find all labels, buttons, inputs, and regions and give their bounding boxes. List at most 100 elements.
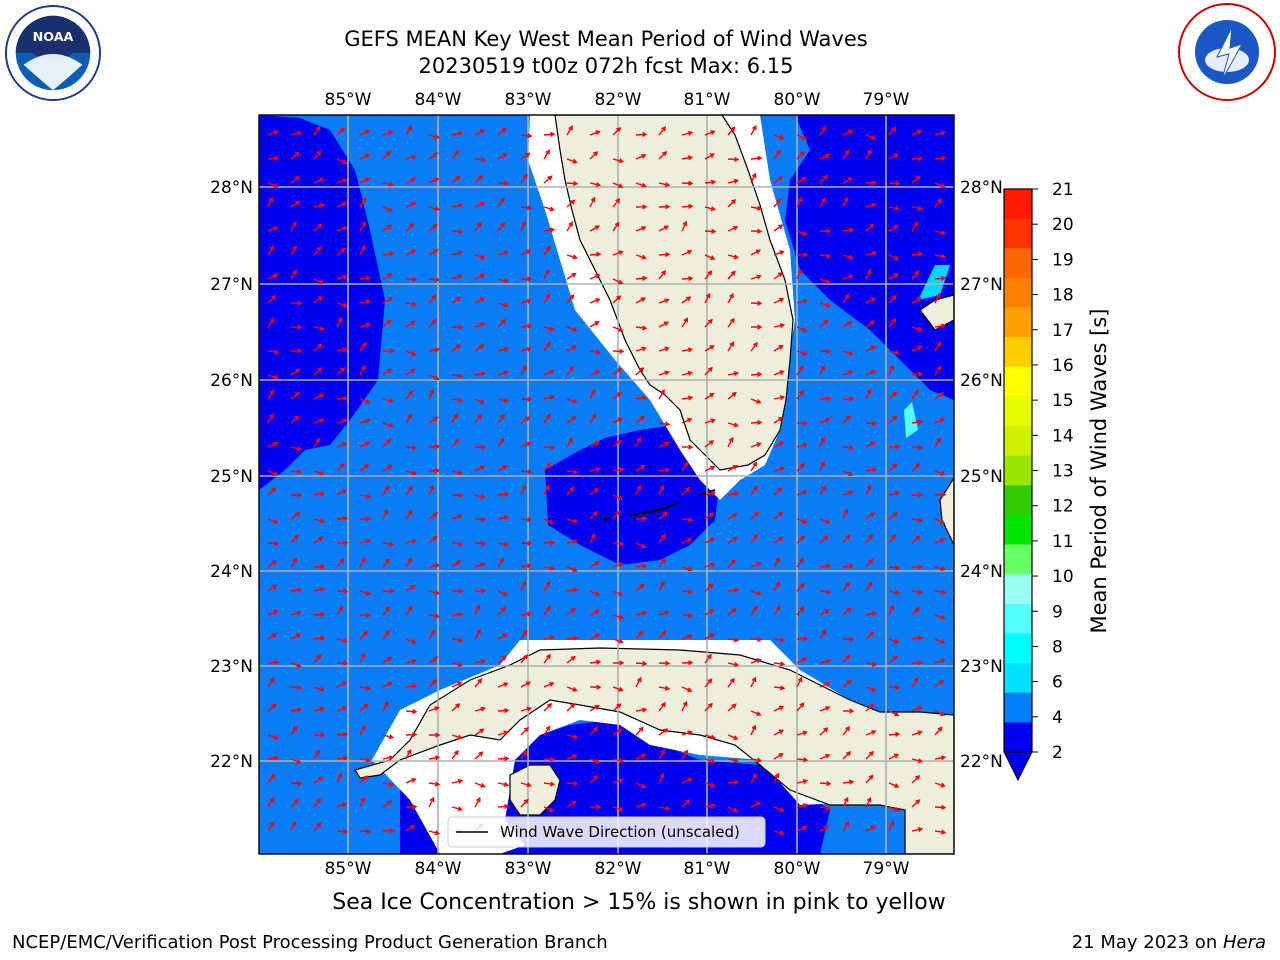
wind-wave-arrow xyxy=(750,228,763,234)
wind-wave-arrow xyxy=(796,230,808,236)
wind-wave-arrow xyxy=(589,370,601,376)
wind-wave-arrow xyxy=(290,587,303,593)
wind-wave-arrow xyxy=(267,660,280,666)
wind-wave-arrow xyxy=(750,371,763,377)
wind-wave-arrow xyxy=(658,346,670,352)
wind-wave-arrow xyxy=(865,467,878,473)
wind-wave-arrow xyxy=(704,206,717,212)
wind-wave-arrow xyxy=(336,731,349,737)
wind-wave-arrow xyxy=(727,436,734,448)
wind-wave-arrow xyxy=(888,490,901,496)
wind-wave-arrow xyxy=(773,345,784,352)
wind-wave-arrow xyxy=(451,373,464,379)
lon-tick: 81°W xyxy=(684,90,731,110)
wind-wave-arrow xyxy=(658,728,669,736)
wind-wave-arrow xyxy=(796,826,808,832)
wind-wave-arrow xyxy=(566,587,579,593)
wind-wave-arrow xyxy=(888,415,898,424)
colorbar-tick-label: 19 xyxy=(1052,250,1074,270)
colorbar-segment xyxy=(1004,426,1032,457)
wind-wave-arrow xyxy=(888,753,900,760)
wind-wave-arrow xyxy=(428,388,435,400)
wind-wave-arrow xyxy=(405,509,413,520)
wind-wave-arrow xyxy=(681,486,691,496)
colorbar-segment xyxy=(1004,603,1032,634)
wind-wave-arrow xyxy=(405,748,412,760)
wind-wave-arrow xyxy=(727,677,735,688)
wind-wave-arrow xyxy=(543,725,551,736)
wind-wave-arrow xyxy=(750,773,757,784)
wind-wave-arrow xyxy=(750,658,762,664)
wind-wave-arrow xyxy=(934,341,942,352)
wind-wave-arrow xyxy=(820,228,832,234)
wind-wave-arrow xyxy=(819,781,832,787)
wind-wave-arrow xyxy=(681,749,689,760)
wind-wave-arrow xyxy=(313,518,326,524)
wind-wave-arrow xyxy=(543,394,556,400)
wind-wave-arrow xyxy=(750,419,763,425)
wind-wave-arrow xyxy=(566,486,575,496)
wind-wave-arrow xyxy=(359,775,369,784)
wind-wave-arrow xyxy=(405,804,418,810)
colorbar-tick-label: 11 xyxy=(1052,532,1074,552)
wind-wave-arrow xyxy=(612,660,625,666)
colorbar-segment xyxy=(1004,277,1032,309)
wind-wave-arrow xyxy=(635,726,644,736)
wind-wave-arrow xyxy=(474,678,483,688)
wind-wave-arrow xyxy=(658,660,671,666)
wind-wave-arrow xyxy=(336,418,349,424)
wind-wave-arrow xyxy=(865,533,873,544)
wind-wave-arrow xyxy=(750,724,757,736)
wind-wave-arrow xyxy=(336,660,349,666)
wind-wave-arrow xyxy=(750,274,762,280)
wind-wave-arrow xyxy=(727,422,739,428)
wind-wave-arrow xyxy=(474,516,487,522)
wind-wave-arrow xyxy=(819,727,829,736)
colorbar-extend-arrow xyxy=(1003,751,1033,782)
wind-wave-arrow xyxy=(566,158,578,164)
wind-wave-arrow xyxy=(451,438,460,448)
wind-wave-arrow xyxy=(681,613,694,619)
wind-wave-arrow xyxy=(865,558,874,568)
wind-wave-arrow xyxy=(750,124,757,136)
wind-wave-arrow xyxy=(934,658,946,664)
wind-wave-arrow xyxy=(888,731,901,737)
lon-tick: 79°W xyxy=(863,859,910,879)
wind-wave-arrow xyxy=(819,824,830,832)
wind-wave-arrow xyxy=(727,779,740,785)
wind-wave-arrow xyxy=(290,220,297,232)
wind-wave-arrow xyxy=(635,630,644,640)
wind-wave-arrow xyxy=(635,484,642,496)
wind-wave-arrow xyxy=(267,349,280,355)
wind-wave-arrow xyxy=(520,798,529,808)
colorbar-segment xyxy=(1004,692,1032,723)
wind-wave-arrow xyxy=(796,196,803,208)
colorbar-segment xyxy=(1004,722,1032,753)
wind-wave-arrow xyxy=(750,442,762,448)
colorbar-tick-label: 16 xyxy=(1052,356,1074,376)
colorbar: 21 20 19 18 17 16 15 14 13 12 11 10 9 8 6 4 2 Mean Perio… xyxy=(1003,180,1111,782)
wind-wave-arrow xyxy=(888,318,897,328)
wind-wave-arrow xyxy=(336,588,349,594)
land-cuba xyxy=(354,647,954,854)
wind-wave-arrow xyxy=(520,323,533,329)
wind-wave-arrow xyxy=(290,151,300,160)
lat-tick: 24°N xyxy=(960,562,1003,582)
wind-wave-arrow xyxy=(543,518,555,524)
wind-wave-arrow xyxy=(842,415,852,424)
wind-wave-arrow xyxy=(382,398,395,404)
wind-wave-arrow xyxy=(520,249,532,256)
wind-wave-arrow xyxy=(589,251,602,257)
wind-wave-arrow xyxy=(888,350,901,356)
wind-wave-arrow xyxy=(635,661,648,667)
wind-wave-arrow xyxy=(796,676,803,688)
lon-tick: 82°W xyxy=(595,859,642,879)
wind-wave-arrow xyxy=(428,629,436,640)
wind-wave-arrow xyxy=(428,444,441,450)
wind-wave-arrow xyxy=(359,796,366,808)
wind-wave-arrow xyxy=(750,300,763,306)
wind-wave-arrow xyxy=(382,606,391,616)
wind-wave-arrow xyxy=(405,557,413,568)
wind-wave-arrow xyxy=(428,781,441,787)
lat-tick: 22°N xyxy=(960,752,1003,772)
